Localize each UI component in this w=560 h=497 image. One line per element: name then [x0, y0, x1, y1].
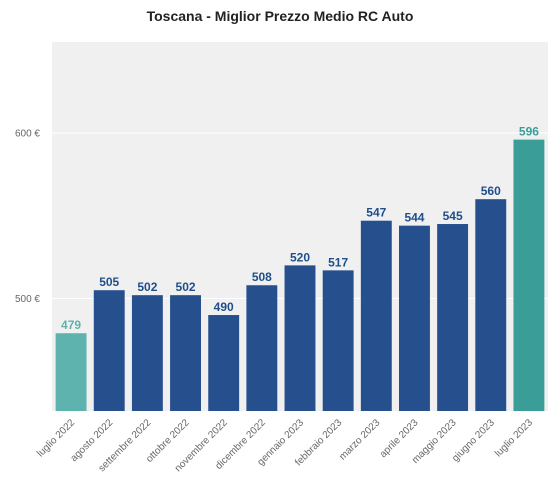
- y-tick-label: 500 €: [15, 294, 40, 305]
- bar-value-label: 479: [61, 318, 81, 332]
- bar-value-label: 508: [252, 270, 272, 284]
- bar: [399, 225, 430, 411]
- bar-value-label: 547: [366, 206, 386, 220]
- chart-title: Toscana - Miglior Prezzo Medio RC Auto: [146, 8, 414, 24]
- x-tick-label: marzo 2023: [337, 417, 382, 462]
- bar: [513, 139, 545, 411]
- bar-value-label: 490: [214, 300, 234, 314]
- bar: [437, 224, 469, 411]
- data-labels: 479 505 502 502 490 508 520 517 547 544 545 560 596: [61, 125, 539, 333]
- bar: [246, 285, 278, 411]
- bar: [93, 290, 125, 411]
- bar-value-label: 502: [137, 280, 157, 294]
- bar: [360, 220, 392, 411]
- bar-value-label: 596: [519, 125, 539, 139]
- y-tick-label: 600 €: [15, 129, 40, 140]
- bar: [475, 199, 507, 411]
- bar-value-label: 502: [176, 280, 196, 294]
- bar-value-label: 520: [290, 250, 310, 264]
- y-axis: 500 € 600 €: [15, 129, 40, 305]
- bar: [55, 333, 87, 411]
- bar: [208, 315, 240, 411]
- bar-value-label: 560: [481, 184, 501, 198]
- bar-value-label: 505: [99, 275, 119, 289]
- bar-value-label: 517: [328, 255, 348, 269]
- x-tick-label: luglio 2023: [493, 417, 535, 459]
- bar: [131, 295, 163, 411]
- bar-value-label: 545: [443, 209, 463, 223]
- bars: [55, 139, 545, 411]
- bar: [322, 270, 354, 411]
- bar-value-label: 544: [404, 211, 424, 225]
- bar: [284, 265, 316, 411]
- bar: [170, 295, 201, 411]
